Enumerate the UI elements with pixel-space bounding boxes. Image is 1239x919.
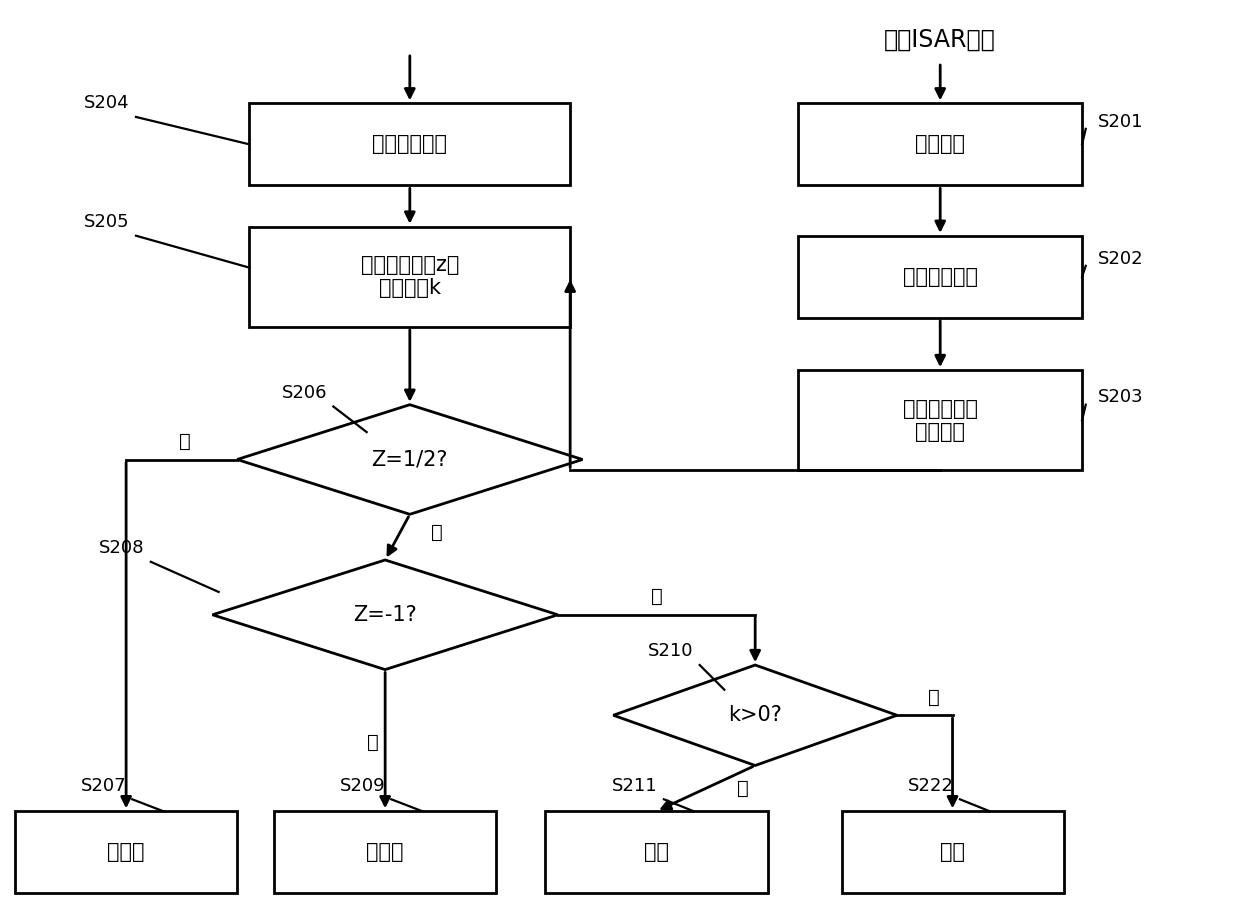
Text: 边缘: 边缘: [940, 843, 965, 862]
Text: S205: S205: [84, 213, 130, 232]
Text: 是: 是: [180, 432, 191, 450]
Text: S210: S210: [648, 642, 694, 661]
Bar: [798, 235, 1082, 318]
Text: S211: S211: [612, 777, 658, 795]
Text: S201: S201: [1098, 112, 1144, 130]
Bar: [798, 103, 1082, 186]
Text: Z=1/2?: Z=1/2?: [372, 449, 449, 470]
Text: Z=-1?: Z=-1?: [353, 605, 418, 625]
Text: S207: S207: [81, 777, 126, 795]
Text: 初步类型判断: 初步类型判断: [903, 267, 978, 287]
Text: 否: 否: [431, 523, 442, 542]
Bar: [249, 227, 570, 327]
Bar: [841, 811, 1063, 893]
Text: S222: S222: [908, 777, 954, 795]
Text: S202: S202: [1098, 250, 1144, 267]
Bar: [545, 811, 767, 893]
Text: 极化ISAR图像: 极化ISAR图像: [885, 28, 996, 51]
Text: 平板: 平板: [644, 843, 669, 862]
Bar: [798, 370, 1082, 471]
Bar: [249, 103, 570, 186]
Text: 图像分割: 图像分割: [916, 134, 965, 154]
Text: 圆柱体: 圆柱体: [108, 843, 145, 862]
Text: 否: 否: [650, 587, 663, 606]
Bar: [274, 811, 496, 893]
Text: 计算类型系数z及
色散系数k: 计算类型系数z及 色散系数k: [361, 255, 458, 299]
Text: 形成散射矩阵: 形成散射矩阵: [372, 134, 447, 154]
Polygon shape: [212, 560, 558, 670]
Polygon shape: [237, 404, 582, 515]
Text: S209: S209: [339, 777, 385, 795]
Bar: [15, 811, 237, 893]
Text: S206: S206: [281, 384, 327, 402]
Text: 确定散射中心
位置范围: 确定散射中心 位置范围: [903, 399, 978, 442]
Polygon shape: [613, 665, 897, 766]
Text: S203: S203: [1098, 389, 1144, 406]
Text: k>0?: k>0?: [729, 705, 782, 725]
Text: 二面角: 二面角: [367, 843, 404, 862]
Text: 是: 是: [737, 778, 748, 798]
Text: S204: S204: [84, 95, 130, 112]
Text: 是: 是: [367, 733, 379, 752]
Text: S208: S208: [99, 539, 145, 557]
Text: 否: 否: [928, 687, 940, 707]
